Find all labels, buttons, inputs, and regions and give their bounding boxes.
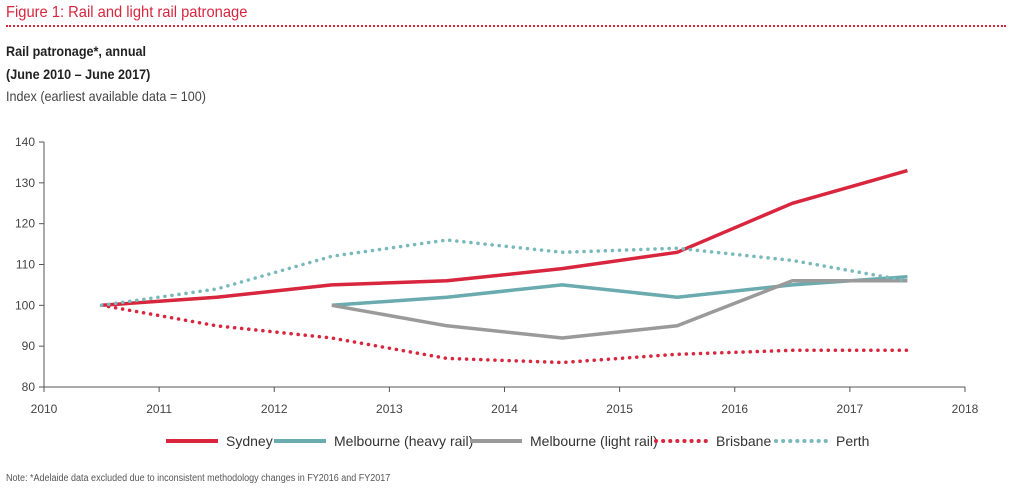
chart-date-range: (June 2010 – June 2017) xyxy=(6,66,151,82)
x-tick-label: 2013 xyxy=(376,402,403,416)
x-tick-label: 2014 xyxy=(491,402,518,416)
chart-index-note: Index (earliest available data = 100) xyxy=(6,88,206,104)
y-tick-label: 130 xyxy=(15,176,35,190)
x-tick-label: 2010 xyxy=(31,402,58,416)
legend-label: Melbourne (heavy rail) xyxy=(334,433,473,449)
y-tick-label: 100 xyxy=(15,298,35,312)
legend-label: Melbourne (light rail) xyxy=(530,433,658,449)
title-divider xyxy=(6,25,1006,27)
series-line-melbourne-light-rail xyxy=(331,279,908,340)
x-tick-label: 2017 xyxy=(837,402,864,416)
figure-title: Figure 1: Rail and light rail patronage xyxy=(6,4,248,21)
chart-subtitle: Rail patronage*, annual xyxy=(6,43,147,59)
series-line-brisbane xyxy=(99,303,910,365)
x-tick-label: 2011 xyxy=(146,402,172,416)
y-tick-label: 80 xyxy=(22,380,36,394)
x-tick-label: 2018 xyxy=(952,402,979,416)
legend-label: Brisbane xyxy=(716,433,771,449)
series-line-sydney xyxy=(101,168,908,308)
y-tick-label: 90 xyxy=(22,339,36,353)
x-tick-label: 2015 xyxy=(606,402,633,416)
series-line-melbourne-heavy-rail xyxy=(331,275,908,308)
legend-label: Perth xyxy=(836,433,869,449)
footnote: Note: *Adelaide data excluded due to inc… xyxy=(6,473,391,484)
y-tick-label: 140 xyxy=(15,135,35,149)
x-tick-label: 2016 xyxy=(721,402,748,416)
y-tick-label: 120 xyxy=(15,217,35,231)
series-line-perth xyxy=(99,238,910,308)
y-tick-label: 110 xyxy=(16,258,35,272)
x-tick-label: 2012 xyxy=(261,402,288,416)
legend-label: Sydney xyxy=(226,433,273,449)
